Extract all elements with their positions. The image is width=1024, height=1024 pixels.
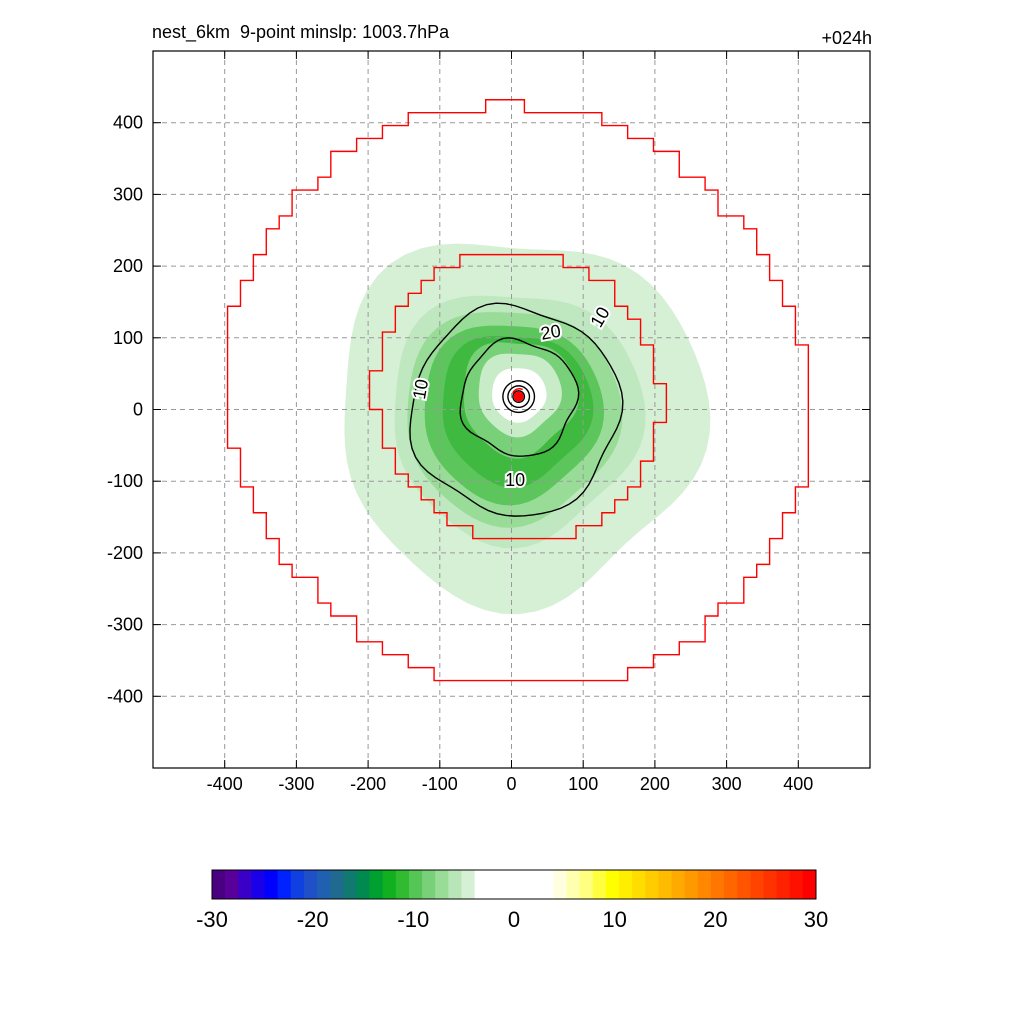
chart-title: nest_6km 9-point minslp: 1003.7hPa [152,22,450,42]
colorbar-swatch [330,870,344,899]
x-tick-label: 0 [506,774,516,794]
colorbar-swatch [251,870,266,899]
colorbar-swatch [737,870,751,899]
y-tick-label: -300 [107,615,143,635]
colorbar-swatch [592,870,607,899]
y-tick-label: 200 [113,256,143,276]
y-tick-label: -400 [107,686,143,706]
x-tick-label: 200 [640,774,670,794]
colorbar-swatch [303,870,318,899]
radius-rings [226,99,810,682]
colorbar-swatch [487,870,502,899]
x-axis: -400 -300 -200 -100 0 100 200 300 400 [207,51,813,794]
colorbar-swatch [500,870,515,899]
colorbar-frame [211,869,817,900]
x-tick-label: 100 [568,774,598,794]
colorbar-swatch [514,870,528,899]
colorbar-swatch [448,870,462,899]
colorbar-swatch [474,870,489,899]
colorbar-swatch [395,870,410,899]
y-tick-label: 0 [133,400,143,420]
colorbar-swatch [619,870,633,899]
colorbar-tick-label: -10 [397,907,429,932]
contour-20 [459,337,580,457]
colorbar-swatch [540,870,554,899]
colorbar-swatch [382,870,397,899]
colorbar-swatch [422,870,436,899]
x-tick-label: -300 [278,774,314,794]
colorbar-swatch [658,870,673,899]
storm-center-dot [513,391,524,402]
colorbar-swatch [776,870,791,899]
colorbar-swatch [632,870,646,899]
contour-10 [409,302,624,517]
contour-inner-1 [502,380,536,414]
contour-inner-3 [512,390,526,404]
colorbar-swatch [566,870,581,899]
contour-label: 20 [539,321,562,344]
precip-shading [344,243,711,615]
outer-radius-ring [226,99,810,682]
colorbar-swatch [645,870,659,899]
colorbar-tick-label: -30 [196,907,228,932]
colorbar-swatch [553,870,568,899]
y-tick-label: 300 [113,184,143,204]
x-tick-label: -100 [422,774,458,794]
colorbar-swatch [527,870,541,899]
contour-label: 10 [505,470,525,490]
forecast-hour-label: +024h [821,28,872,48]
colorbar-swatch [461,870,476,899]
colorbar-swatch [763,870,778,899]
colorbar-swatch [408,870,423,899]
colorbar-swatch [710,870,725,899]
colorbar-swatch [238,870,252,899]
colorbar-swatch [684,870,699,899]
x-tick-label: -200 [350,774,386,794]
colorbar-tick-label: 0 [508,907,520,932]
colorbar-swatch [212,870,226,899]
colorbar-swatch [435,870,449,899]
gridlines [153,51,870,768]
colorbar-swatch [317,870,331,899]
colorbar-swatch [750,870,764,899]
colorbar-swatch [789,870,804,899]
colorbar-swatch [356,870,371,899]
contour-inner-2 [507,385,531,409]
x-tick-label: 300 [712,774,742,794]
contour-label: 10 [409,378,432,401]
colorbar-swatch [277,870,292,899]
y-tick-label: -100 [107,471,143,491]
colorbar-tick-label: 10 [602,907,626,932]
colorbar-tick-label: -20 [297,907,329,932]
storm-center-marker [511,388,524,402]
colorbar-swatch [802,870,817,899]
colorbar-swatch [343,870,357,899]
colorbar-tick-label: 30 [804,907,828,932]
colorbar-swatch [724,870,738,899]
y-tick-label: 400 [113,113,143,133]
colorbar-swatch [369,870,384,899]
x-tick-label: -400 [207,774,243,794]
colorbar-swatch [697,870,712,899]
colorbar-swatch [264,870,279,899]
colorbar-swatch [579,870,594,899]
colorbar-swatch [605,870,620,899]
y-axis: -400 -300 -200 -100 0 100 200 300 400 [107,113,870,706]
colorbar-swatch [290,870,305,899]
y-tick-label: 100 [113,328,143,348]
colorbar-tick-label: 20 [703,907,727,932]
colorbar-swatch [225,870,239,899]
colorbar: -30 -20 -10 0 10 20 30 [196,869,828,932]
y-tick-label: -200 [107,543,143,563]
x-tick-label: 400 [783,774,813,794]
hurricane-symbol-icon [511,388,524,394]
inner-radius-ring [368,253,668,540]
colorbar-swatch [671,870,686,899]
